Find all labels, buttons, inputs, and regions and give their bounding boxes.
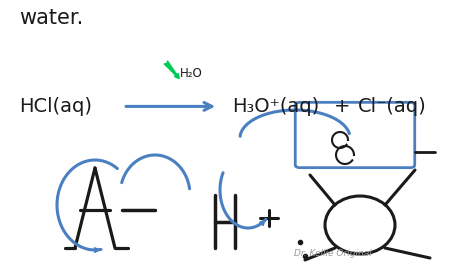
Text: Cl⁻(aq): Cl⁻(aq) [358,97,427,116]
Text: HCl(aq): HCl(aq) [19,97,92,116]
Text: H₃O⁺(aq): H₃O⁺(aq) [232,97,319,116]
Text: Dr. Kellie Original: Dr. Kellie Original [294,249,372,258]
Text: H₂O: H₂O [180,67,203,80]
Text: +: + [334,97,351,116]
Text: water.: water. [19,8,83,28]
